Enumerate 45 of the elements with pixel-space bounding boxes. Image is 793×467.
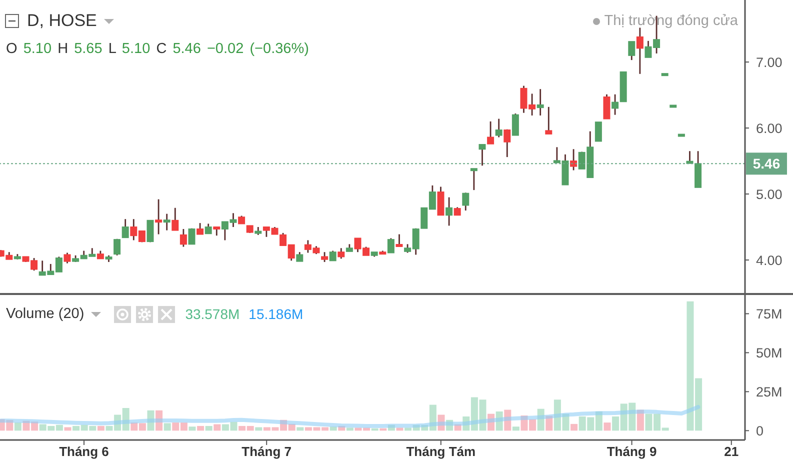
candlestick <box>387 238 394 254</box>
candlestick <box>512 112 519 136</box>
candlestick <box>462 192 470 212</box>
candlestick <box>64 252 71 264</box>
y-tick-label: 7.00 <box>756 54 782 70</box>
candlestick <box>163 213 170 232</box>
text: O 5.10 H 5.65 L 5.10 C 5.46 −0.02 (−0.36%) <box>6 41 309 57</box>
candlestick <box>122 218 129 238</box>
candlestick <box>594 122 602 142</box>
candlestick <box>628 40 636 61</box>
candlestick <box>636 27 644 75</box>
y-tick-label: 6.00 <box>756 120 782 136</box>
candlestick <box>437 186 444 216</box>
candlestick <box>296 251 304 262</box>
candlestick <box>536 88 544 116</box>
candlestick <box>504 128 511 158</box>
candlestick <box>396 234 403 247</box>
candlestick <box>338 247 345 260</box>
candlestick <box>570 148 578 171</box>
candlestick <box>694 150 702 188</box>
candlestick <box>545 106 552 135</box>
candlestick <box>661 73 668 76</box>
candlestick <box>670 104 677 108</box>
candlestick <box>180 228 187 248</box>
candlestick <box>678 134 685 137</box>
candlestick <box>188 228 196 245</box>
candlestick <box>146 220 154 243</box>
candlestick <box>487 120 494 145</box>
candlestick <box>470 168 478 191</box>
ref-line-label: 5.46 <box>752 156 780 172</box>
candlestick <box>612 94 619 116</box>
candlestick <box>172 207 179 232</box>
y-tick-label: 4.00 <box>756 252 782 268</box>
candlestick <box>204 223 212 234</box>
candlestick <box>321 251 328 263</box>
candlestick <box>155 198 162 235</box>
candlestick <box>114 238 121 256</box>
y-tick-label: 5.00 <box>756 186 782 202</box>
candlestick <box>196 222 204 235</box>
candlestick <box>329 250 336 262</box>
candlestick <box>478 144 486 166</box>
text: D, HOSE <box>27 11 97 31</box>
candlestick <box>446 196 453 226</box>
candlestick <box>603 94 610 120</box>
candlestick <box>495 118 502 138</box>
